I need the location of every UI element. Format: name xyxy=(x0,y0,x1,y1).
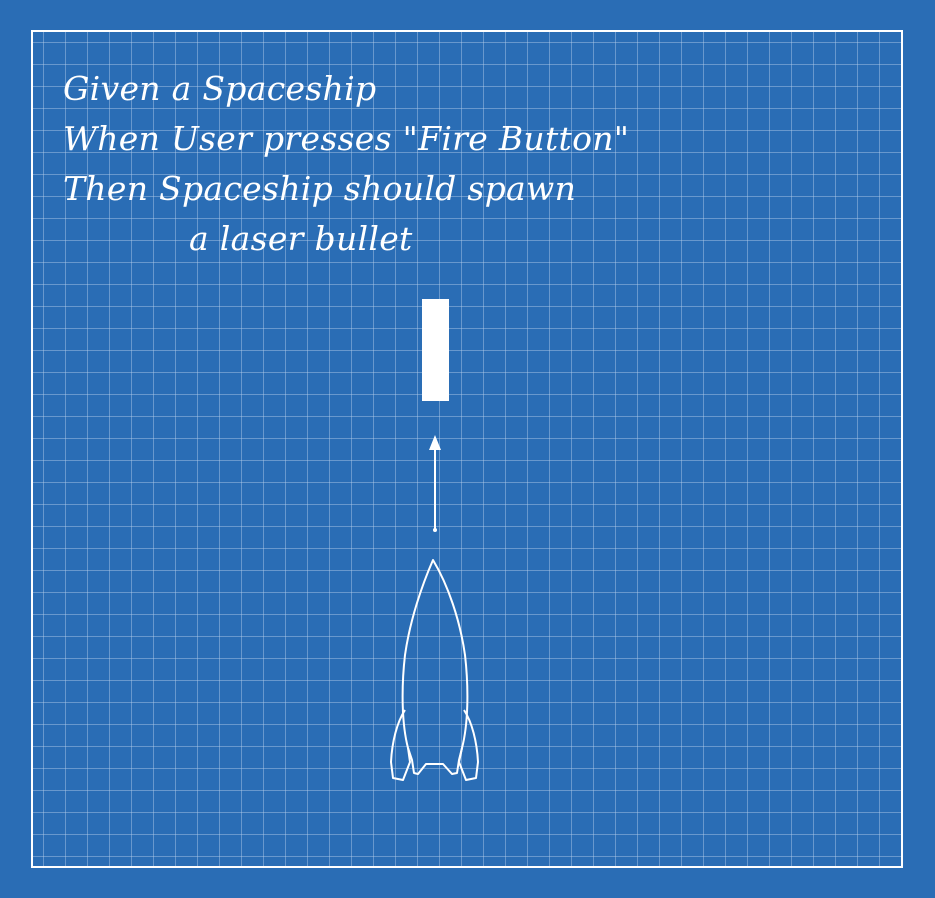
when-line: When User presses "Fire Button" xyxy=(63,119,630,158)
laser-bullet xyxy=(422,299,449,401)
arrow-tail-dot xyxy=(433,528,437,532)
given-line: Given a Spaceship xyxy=(63,69,377,108)
spaceship-left-fin xyxy=(390,709,411,781)
blueprint-frame xyxy=(31,30,903,868)
spaceship-right-fin xyxy=(458,709,479,781)
arrow-head xyxy=(429,435,441,450)
spaceship-icon xyxy=(390,559,479,781)
then-line: Then Spaceship should spawn xyxy=(63,169,577,208)
story-text: Given a Spaceship When User presses "Fir… xyxy=(63,64,629,264)
then-continuation-line: a laser bullet xyxy=(189,219,413,258)
spaceship-body xyxy=(401,559,469,775)
motion-arrow xyxy=(429,435,441,532)
